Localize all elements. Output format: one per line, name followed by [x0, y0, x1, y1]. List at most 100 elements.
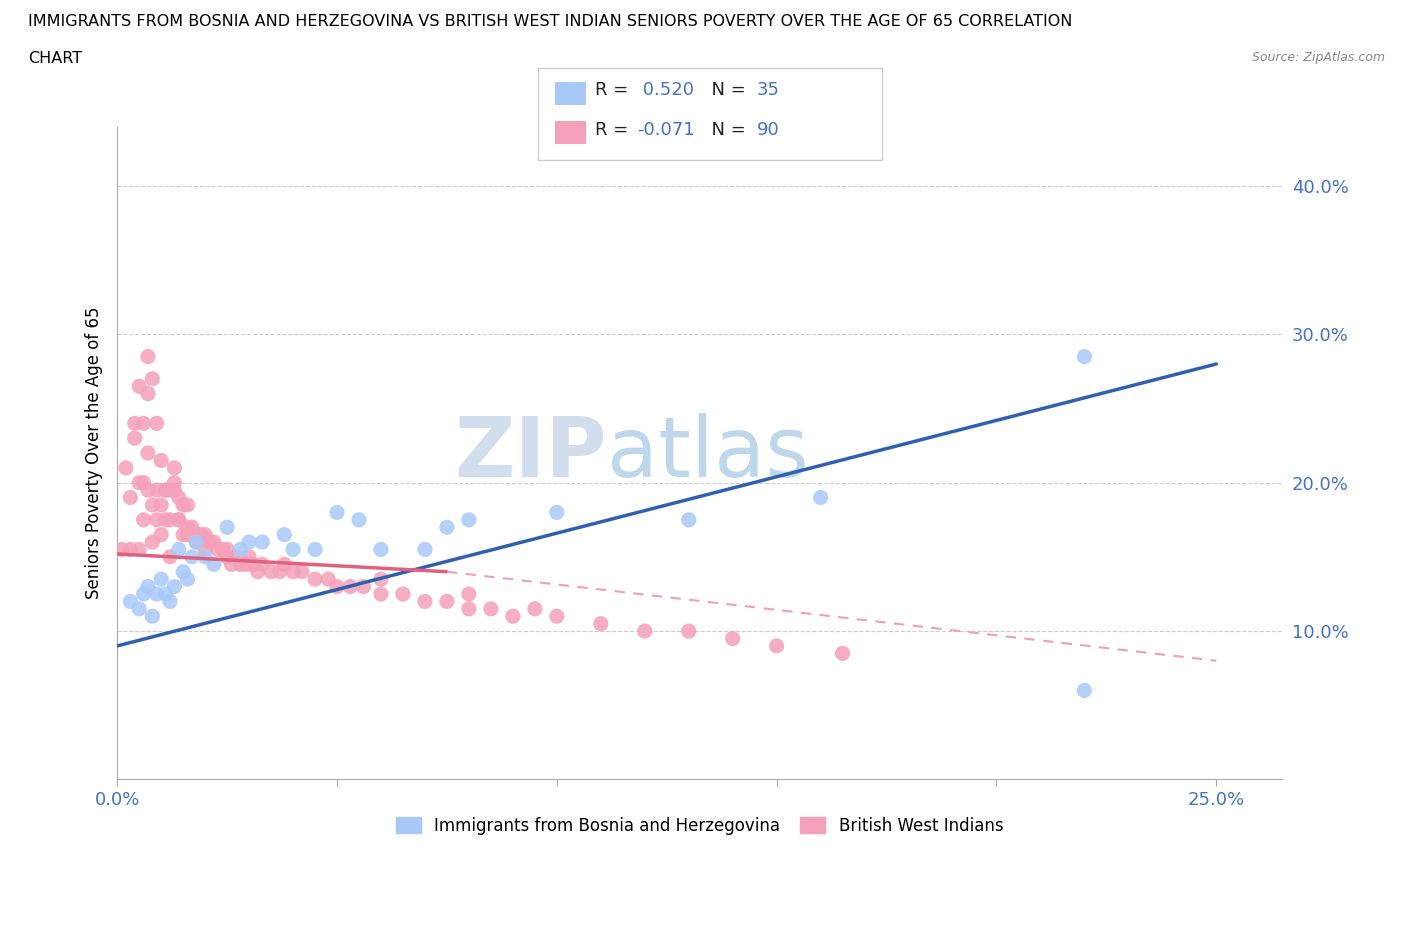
Point — [225, 550, 247, 565]
Point — [221, 557, 243, 572]
Point — [810, 490, 832, 505]
Text: -0.071: -0.071 — [637, 121, 695, 140]
Point — [136, 579, 159, 594]
Point — [436, 594, 458, 609]
Point — [150, 498, 173, 512]
Point — [281, 565, 304, 579]
Point — [765, 639, 787, 654]
Point — [229, 542, 252, 557]
Point — [634, 624, 657, 639]
Point — [141, 535, 163, 550]
Point — [176, 520, 198, 535]
Point — [167, 512, 190, 527]
Point — [413, 542, 436, 557]
Point — [136, 349, 159, 364]
Point — [242, 557, 264, 572]
Point — [326, 505, 349, 520]
Text: N =: N = — [700, 81, 752, 100]
Point — [115, 460, 138, 475]
Point — [546, 505, 568, 520]
Point — [159, 594, 181, 609]
Point — [217, 550, 239, 565]
Point — [392, 587, 415, 602]
Text: CHART: CHART — [28, 51, 82, 66]
Text: IMMIGRANTS FROM BOSNIA AND HERZEGOVINA VS BRITISH WEST INDIAN SENIORS POVERTY OV: IMMIGRANTS FROM BOSNIA AND HERZEGOVINA V… — [28, 14, 1073, 29]
Point — [229, 557, 252, 572]
Point — [110, 542, 132, 557]
Point — [252, 557, 274, 572]
Point — [145, 483, 167, 498]
Point — [136, 386, 159, 401]
Point — [198, 535, 221, 550]
Point — [136, 483, 159, 498]
Text: Source: ZipAtlas.com: Source: ZipAtlas.com — [1251, 51, 1385, 64]
Point — [132, 475, 155, 490]
Point — [167, 512, 190, 527]
Point — [202, 535, 225, 550]
Point — [589, 617, 612, 631]
Point — [273, 557, 295, 572]
Point — [479, 602, 502, 617]
Point — [831, 646, 853, 661]
Point — [457, 512, 479, 527]
Point — [172, 527, 194, 542]
Point — [502, 609, 524, 624]
Point — [413, 594, 436, 609]
Point — [457, 602, 479, 617]
Text: atlas: atlas — [606, 413, 808, 494]
Point — [141, 498, 163, 512]
Point — [304, 542, 326, 557]
Point — [159, 483, 181, 498]
Point — [145, 416, 167, 431]
Point — [347, 512, 370, 527]
Point — [273, 527, 295, 542]
Point — [145, 512, 167, 527]
Point — [150, 572, 173, 587]
Point — [523, 602, 546, 617]
Point — [176, 572, 198, 587]
Point — [141, 609, 163, 624]
Point — [194, 527, 217, 542]
Point — [304, 572, 326, 587]
Point — [159, 512, 181, 527]
Text: R =: R = — [595, 81, 634, 100]
Text: ZIP: ZIP — [454, 413, 606, 494]
Text: 35: 35 — [756, 81, 779, 100]
Point — [457, 587, 479, 602]
Point — [120, 490, 142, 505]
Point — [207, 542, 229, 557]
Point — [132, 416, 155, 431]
Point — [202, 557, 225, 572]
Point — [176, 527, 198, 542]
Point — [246, 565, 269, 579]
Point — [238, 535, 260, 550]
Point — [163, 579, 186, 594]
Point — [352, 579, 374, 594]
Point — [186, 535, 208, 550]
Point — [136, 445, 159, 460]
Point — [120, 542, 142, 557]
Point — [194, 542, 217, 557]
Point — [128, 475, 150, 490]
Point — [252, 535, 274, 550]
Point — [132, 587, 155, 602]
Text: N =: N = — [700, 121, 752, 140]
Point — [145, 587, 167, 602]
Point — [269, 565, 291, 579]
Point — [1073, 349, 1095, 364]
Point — [124, 431, 146, 445]
Text: 0.520: 0.520 — [637, 81, 695, 100]
Point — [370, 587, 392, 602]
Point — [186, 527, 208, 542]
Point — [326, 579, 349, 594]
Point — [155, 512, 177, 527]
Point — [281, 542, 304, 557]
Point — [181, 550, 204, 565]
Point — [176, 498, 198, 512]
Point — [163, 483, 186, 498]
Point — [194, 550, 217, 565]
Legend: Immigrants from Bosnia and Herzegovina, British West Indians: Immigrants from Bosnia and Herzegovina, … — [388, 808, 1012, 843]
Point — [546, 609, 568, 624]
Point — [124, 416, 146, 431]
Text: 90: 90 — [756, 121, 779, 140]
